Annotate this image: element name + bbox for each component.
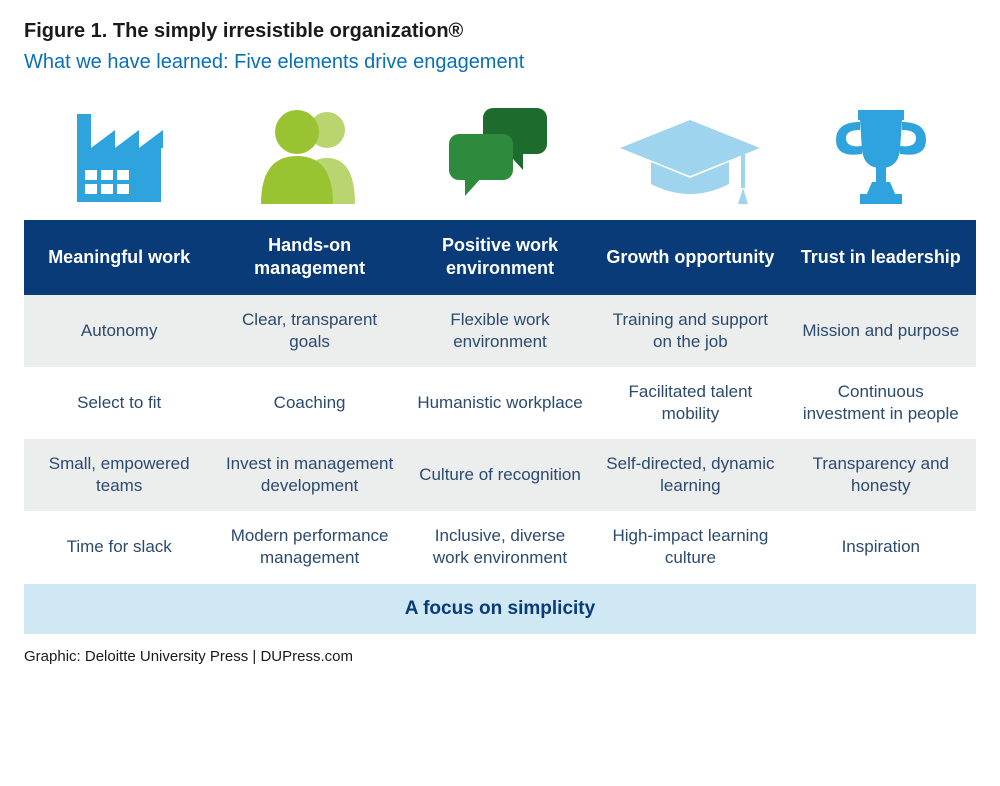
- icon-cell-speech: [405, 90, 595, 220]
- table-cell: Autonomy: [24, 295, 214, 367]
- col-header: Positive work environment: [405, 220, 595, 295]
- table-cell: Coaching: [214, 367, 404, 439]
- figure-container: Figure 1. The simply irresistible organi…: [0, 0, 1000, 681]
- col-header: Meaningful work: [24, 220, 214, 295]
- graphic-credit: Graphic: Deloitte University Press | DUP…: [24, 648, 976, 665]
- icon-cell-trophy: [786, 90, 976, 220]
- col-header: Trust in leadership: [786, 220, 976, 295]
- col-header: Growth opportunity: [595, 220, 785, 295]
- table-cell: Clear, transparent goals: [214, 295, 404, 367]
- table-cell: Humanistic workplace: [405, 367, 595, 439]
- table-cell: Inclusive, diverse work environment: [405, 511, 595, 583]
- table-footer: A focus on simplicity: [24, 584, 976, 634]
- people-icon: [245, 100, 375, 210]
- trophy-icon: [826, 100, 936, 210]
- table-cell: Select to fit: [24, 367, 214, 439]
- table-cell: Inspiration: [786, 511, 976, 583]
- factory-icon: [59, 100, 179, 210]
- table-cell: Time for slack: [24, 511, 214, 583]
- table-cell: Transparency and honesty: [786, 439, 976, 511]
- col-header: Hands-on management: [214, 220, 404, 295]
- icon-cell-people: [214, 90, 404, 220]
- table-cell: High-impact learning culture: [595, 511, 785, 583]
- speech-bubbles-icon: [435, 100, 565, 210]
- table-cell: Facilitated talent mobility: [595, 367, 785, 439]
- table-cell: Small, empowered teams: [24, 439, 214, 511]
- table-cell: Culture of recognition: [405, 439, 595, 511]
- table-cell: Invest in management development: [214, 439, 404, 511]
- table-cell: Self-directed, dynamic learning: [595, 439, 785, 511]
- table-cell: Mission and purpose: [786, 295, 976, 367]
- table-cell: Modern performance management: [214, 511, 404, 583]
- icon-cell-gradcap: [595, 90, 785, 220]
- figure-title: Figure 1. The simply irresistible organi…: [24, 20, 976, 43]
- table-cell: Flexible work environment: [405, 295, 595, 367]
- graduation-cap-icon: [615, 110, 765, 210]
- table-cell: Continuous investment in people: [786, 367, 976, 439]
- infographic-grid: Meaningful work Hands-on management Posi…: [24, 90, 976, 634]
- icon-cell-factory: [24, 90, 214, 220]
- table-cell: Training and support on the job: [595, 295, 785, 367]
- figure-subtitle: What we have learned: Five elements driv…: [24, 51, 976, 74]
